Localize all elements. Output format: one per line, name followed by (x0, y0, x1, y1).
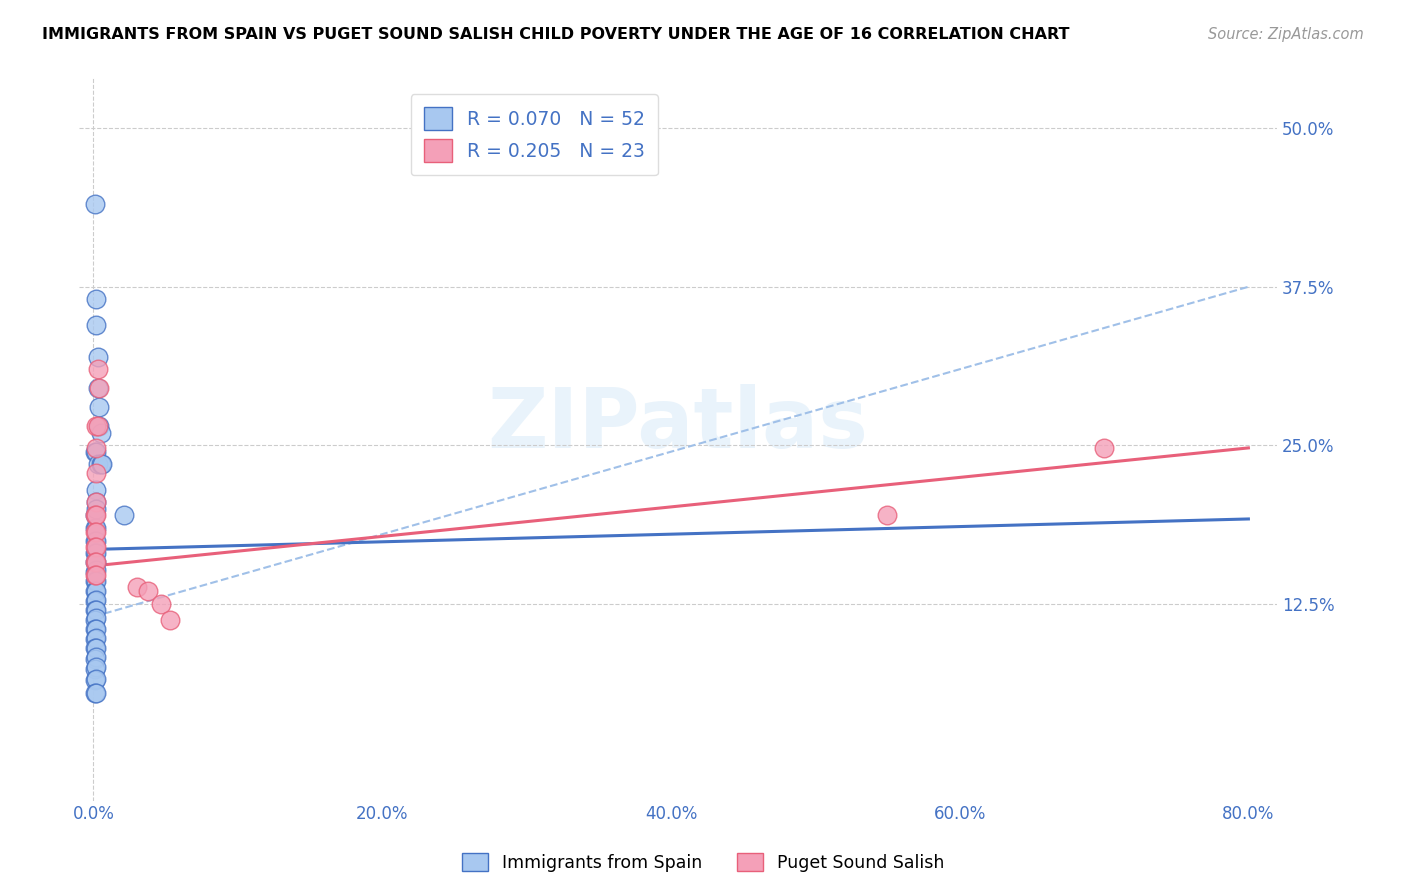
Point (84, 641, 107, 656)
Point (86, 555, 108, 569)
Point (90, 458, 112, 472)
Point (86, 441, 108, 455)
Point (84, 444, 107, 458)
Point (84, 574, 107, 588)
Point (89, 419, 111, 434)
Point (84, 540, 107, 554)
Point (84, 555, 107, 569)
Point (86, 540, 108, 554)
Point (87, 362, 110, 376)
Text: IMMIGRANTS FROM SPAIN VS PUGET SOUND SALISH CHILD POVERTY UNDER THE AGE OF 16 CO: IMMIGRANTS FROM SPAIN VS PUGET SOUND SAL… (42, 27, 1070, 42)
Point (86, 584, 108, 599)
Point (84, 584, 107, 599)
Point (86, 546, 108, 560)
Point (87, 419, 110, 434)
Point (84, 533, 107, 548)
Point (84, 662, 107, 676)
Point (86, 508, 108, 523)
Point (84, 603, 107, 617)
Point (125, 581, 148, 595)
Text: ZIPatlas: ZIPatlas (488, 384, 869, 465)
Point (86, 686, 108, 700)
Point (84, 555, 107, 569)
Point (86, 318, 108, 332)
Point (90, 425, 112, 440)
Point (84, 623, 107, 637)
Point (112, 508, 135, 523)
Point (86, 603, 108, 617)
Point (87, 458, 110, 472)
Point (86, 563, 108, 577)
Point (86, 293, 108, 307)
Point (84, 508, 107, 523)
Point (138, 584, 160, 599)
Legend: R = 0.070   N = 52, R = 0.205   N = 23: R = 0.070 N = 52, R = 0.205 N = 23 (411, 94, 658, 176)
Point (150, 597, 173, 611)
Point (86, 672, 108, 686)
Point (86, 524, 108, 539)
Point (86, 483, 108, 497)
Point (86, 555, 108, 569)
Point (86, 533, 108, 548)
Point (84, 614, 107, 628)
Point (84, 197, 107, 211)
Point (84, 673, 107, 687)
Point (86, 467, 108, 481)
Point (84, 521, 107, 535)
Point (89, 401, 111, 415)
Legend: Immigrants from Spain, Puget Sound Salish: Immigrants from Spain, Puget Sound Salis… (456, 847, 950, 879)
Text: Source: ZipAtlas.com: Source: ZipAtlas.com (1208, 27, 1364, 42)
Point (86, 495, 108, 509)
Point (876, 508, 898, 523)
Point (86, 650, 108, 665)
Point (86, 593, 108, 607)
Point (84, 686, 107, 700)
Point (87, 381, 110, 395)
Point (86, 444, 108, 458)
Point (89, 381, 111, 395)
Point (84, 651, 107, 665)
Point (87, 350, 110, 364)
Point (84, 594, 107, 608)
Point (1092, 441, 1115, 455)
Point (91, 458, 114, 472)
Point (86, 574, 108, 588)
Point (86, 660, 108, 674)
Point (84, 524, 107, 539)
Point (84, 632, 107, 647)
Point (159, 614, 181, 628)
Point (86, 641, 108, 656)
Point (84, 546, 107, 560)
Point (84, 508, 107, 523)
Point (86, 501, 108, 516)
Point (86, 495, 108, 509)
Point (86, 521, 108, 535)
Point (86, 419, 108, 434)
Point (86, 567, 108, 582)
Point (86, 623, 108, 637)
Point (86, 611, 108, 625)
Point (86, 631, 108, 645)
Point (84, 566, 107, 580)
Point (84, 567, 107, 582)
